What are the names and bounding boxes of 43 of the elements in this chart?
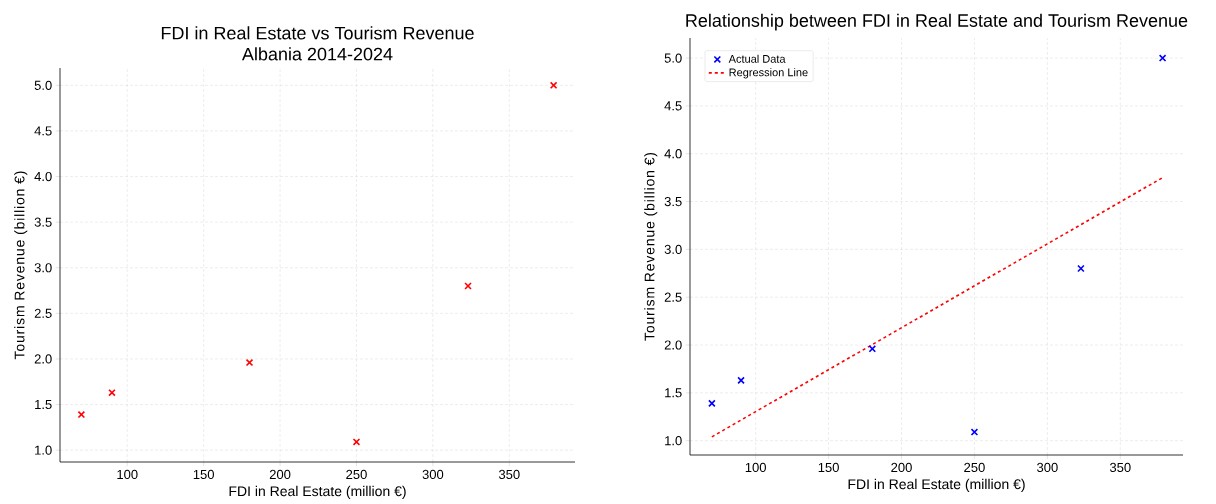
y-tick-label: 4.5 (664, 101, 682, 111)
y-tick-label: 5.0 (34, 80, 52, 90)
y-tick-label: 2.0 (664, 340, 682, 350)
x-tick-label: 250 (964, 462, 985, 472)
point (77, 410, 86, 419)
x-tick-label: 100 (117, 469, 138, 479)
x-axis-title: FDI in Real Estate (million €) (229, 485, 406, 499)
y-tick-label: 3.5 (34, 217, 52, 227)
point (464, 282, 472, 290)
x-axis-title: FDI in Real Estate (million €) (848, 478, 1025, 492)
point (549, 81, 558, 90)
y-tick-label: 4.5 (34, 126, 52, 136)
y-axis-title: Tourism Revenue (billion €) (644, 152, 658, 341)
chart-title: Relationship between FDI in Real Estate and Tourism Revenue (686, 13, 1188, 31)
x-tick-label: 100 (745, 462, 766, 472)
legend-label: Regression Line (729, 68, 808, 79)
y-tick-label: 1.5 (35, 400, 52, 410)
y-tick-label: 5.0 (664, 53, 682, 63)
x-tick-label: 350 (498, 469, 520, 479)
chart-title: FDI in Real Estate vs Tourism Revenue (161, 26, 474, 40)
y-tick-label: 3.0 (664, 244, 682, 254)
x-tick-label: 200 (891, 462, 912, 472)
y-tick-label: 1.5 (665, 388, 682, 398)
y-tick-label: 1.0 (665, 436, 682, 446)
y-tick-label: 3.5 (664, 196, 682, 207)
point (245, 358, 254, 367)
x-tick-label: 300 (1037, 462, 1058, 472)
y-tick-label: 3.0 (34, 263, 52, 273)
y-axis-title: Tourism Revenue (billion €) (14, 171, 28, 360)
y-tick-label: 1.0 (35, 445, 52, 455)
x-tick-label: 300 (422, 469, 444, 479)
y-tick-label: 2.0 (34, 354, 52, 364)
chart-subtitle: Albania 2014-2024 (241, 47, 393, 61)
y-tick-label: 2.5 (664, 292, 682, 302)
x-tick-label: 150 (193, 469, 214, 479)
y-tick-label: 4.0 (34, 171, 52, 182)
x-tick-label: 150 (818, 462, 839, 472)
y-tick-label: 2.5 (34, 308, 52, 318)
legend-label: Actual Data (728, 54, 786, 63)
y-tick-label: 4.0 (664, 149, 682, 159)
x-tick-label: 200 (269, 469, 291, 479)
x-tick-label: 350 (1109, 462, 1131, 472)
x-tick-label: 250 (346, 469, 367, 479)
